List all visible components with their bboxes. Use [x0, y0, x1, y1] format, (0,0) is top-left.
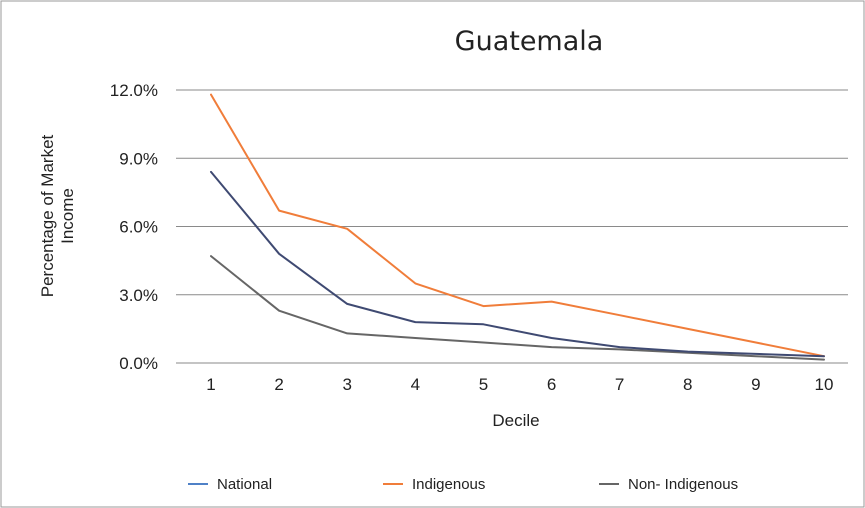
y-tick-label: 3.0%: [119, 286, 158, 305]
y-tick-label: 0.0%: [119, 354, 158, 373]
y-axis-title-line-1: Percentage of Market: [38, 134, 57, 297]
x-tick-label: 9: [751, 375, 760, 394]
x-tick-label: 8: [683, 375, 692, 394]
series-line-non-indigenous: [210, 255, 825, 361]
legend: National Indigenous Non- Indigenous: [188, 476, 738, 493]
legend-label-national: National: [217, 476, 272, 493]
y-tick-labels: 0.0% 3.0% 6.0% 9.0% 12.0%: [110, 81, 158, 373]
x-tick-label: 2: [274, 375, 283, 394]
x-tick-labels: 1 2 3 4 5 6 7 8 9 10: [206, 375, 833, 394]
x-tick-label: 10: [815, 375, 834, 394]
x-tick-label: 7: [615, 375, 624, 394]
x-tick-label: 4: [411, 375, 420, 394]
y-tick-label: 9.0%: [119, 149, 158, 168]
series-lines: [210, 93, 825, 361]
y-tick-label: 6.0%: [119, 218, 158, 237]
series-line-national: [210, 170, 825, 358]
y-axis-title-line-2: Income: [58, 188, 77, 244]
legend-label-non-indigenous: Non- Indigenous: [628, 476, 738, 493]
y-axis-title: Percentage of Market Income: [38, 134, 77, 297]
x-tick-label: 1: [206, 375, 215, 394]
x-tick-label: 5: [479, 375, 488, 394]
chart-title: Guatemala: [455, 26, 604, 57]
legend-label-indigenous: Indigenous: [412, 476, 485, 493]
x-tick-label: 6: [547, 375, 556, 394]
series-line-indigenous: [210, 93, 825, 358]
x-tick-label: 3: [342, 375, 351, 394]
gridlines: [176, 89, 848, 364]
y-tick-label: 12.0%: [110, 81, 158, 100]
x-axis-title: Decile: [492, 411, 539, 430]
